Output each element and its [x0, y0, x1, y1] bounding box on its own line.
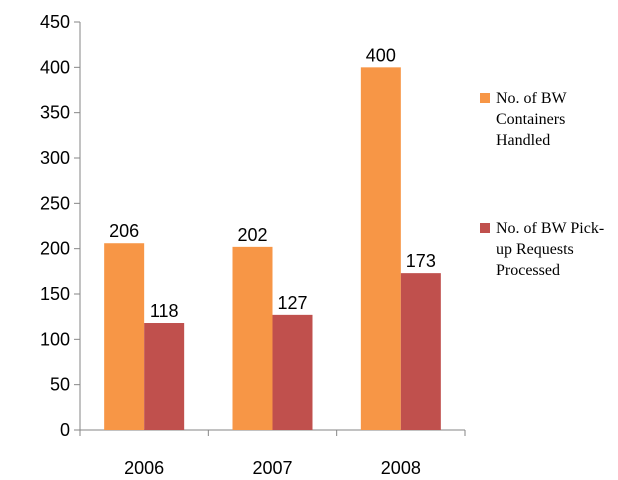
legend-label: No. of BW Pick-up Requests Processed: [496, 220, 605, 279]
legend-item: No. of BW Containers Handled: [480, 88, 615, 151]
data-label: 127: [277, 293, 307, 313]
y-tick-label: 250: [40, 193, 70, 213]
data-label: 202: [237, 225, 267, 245]
x-tick-label: 2006: [124, 458, 164, 478]
legend-swatch: [480, 93, 490, 103]
y-tick-label: 400: [40, 57, 70, 77]
legend-swatch: [480, 223, 490, 233]
legend-label: No. of BW Containers Handled: [496, 90, 567, 149]
x-tick-label: 2007: [252, 458, 292, 478]
bar: [232, 246, 273, 430]
y-tick-label: 150: [40, 284, 70, 304]
data-label: 400: [366, 45, 396, 65]
data-label: 118: [150, 301, 179, 321]
y-tick-label: 350: [40, 103, 70, 123]
legend-item: No. of BW Pick-up Requests Processed: [480, 218, 615, 281]
bar: [144, 323, 185, 430]
bar: [272, 314, 313, 430]
bar: [400, 273, 441, 430]
data-label: 206: [109, 221, 139, 241]
y-tick-label: 0: [60, 420, 70, 440]
bar: [360, 67, 401, 430]
y-tick-label: 50: [50, 375, 70, 395]
data-label: 173: [406, 251, 436, 271]
x-tick-label: 2008: [381, 458, 421, 478]
bar: [104, 243, 145, 430]
y-tick-label: 300: [40, 148, 70, 168]
y-tick-label: 100: [40, 329, 70, 349]
y-tick-label: 450: [40, 12, 70, 32]
y-tick-label: 200: [40, 239, 70, 259]
